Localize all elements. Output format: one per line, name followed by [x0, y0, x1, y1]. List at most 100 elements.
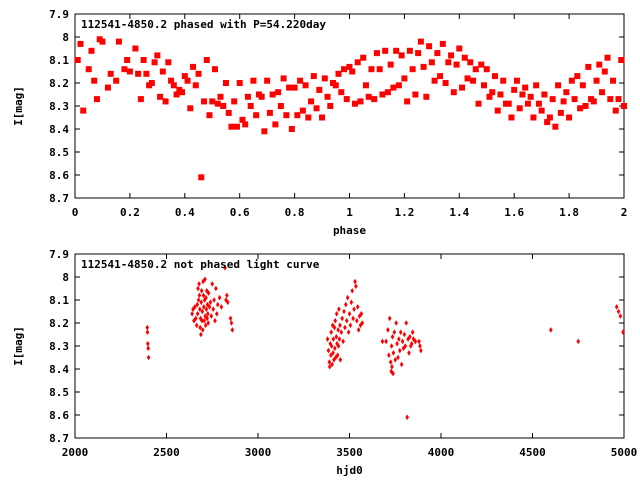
data-point	[335, 352, 340, 358]
data-point	[519, 91, 526, 98]
data-point	[339, 329, 344, 335]
data-point	[568, 77, 575, 84]
data-point	[145, 329, 150, 335]
data-point	[204, 294, 208, 301]
data-point	[419, 347, 423, 354]
data-point	[336, 327, 340, 333]
data-point	[607, 96, 614, 103]
data-point	[409, 340, 414, 347]
data-point	[412, 91, 419, 98]
data-point	[524, 100, 531, 107]
data-point	[467, 59, 474, 66]
data-point	[417, 38, 424, 45]
data-point	[214, 285, 218, 292]
data-point	[332, 82, 339, 89]
data-point	[349, 299, 354, 306]
data-point	[329, 352, 333, 358]
data-point	[614, 304, 619, 310]
data-point	[337, 336, 342, 342]
data-point	[386, 327, 390, 333]
data-point	[199, 331, 203, 338]
data-point	[286, 84, 293, 91]
data-point	[159, 68, 166, 75]
data-point	[200, 317, 204, 324]
x-axis: 0 0.2 0.4 0.6 0.8 1 1.2 1.4 1.6 1.8 2	[72, 14, 627, 219]
data-point	[497, 91, 504, 98]
data-point	[353, 278, 357, 285]
data-point	[418, 343, 422, 349]
data-point	[202, 304, 206, 310]
data-point	[544, 119, 551, 126]
data-point	[126, 68, 133, 75]
data-point	[198, 174, 205, 181]
data-point	[461, 54, 468, 61]
phased-light-curve-panel: 7.9 8 8.1 8.2 8.3 8.4 8.5 8.6 8.7 0 0.2 0.4 0.6 0.8 1…	[12, 8, 627, 237]
data-point	[439, 40, 446, 47]
x-tick-label: 5000	[611, 446, 638, 459]
data-point	[217, 294, 222, 301]
data-point	[305, 114, 312, 121]
data-point	[334, 311, 339, 317]
data-point	[302, 82, 309, 89]
x-axis: 2000 2500 3000 3500 4000 4500 5000	[62, 254, 638, 459]
data-point	[357, 98, 364, 105]
data-point	[335, 70, 342, 77]
data-point	[390, 84, 397, 91]
data-point	[343, 324, 347, 331]
data-point	[410, 329, 415, 335]
data-point	[472, 66, 479, 73]
data-point	[223, 265, 227, 271]
data-points	[74, 36, 627, 181]
data-point	[511, 86, 518, 93]
data-point	[77, 40, 84, 47]
x-tick-label: 0.6	[230, 206, 250, 219]
data-point	[409, 66, 416, 73]
data-point	[137, 96, 144, 103]
data-point	[310, 73, 317, 80]
data-point	[91, 77, 98, 84]
data-point	[209, 98, 216, 105]
y-axis-label: I[mag]	[12, 86, 25, 126]
data-point	[269, 91, 276, 98]
data-point	[275, 89, 282, 96]
data-point	[151, 59, 158, 66]
data-point	[354, 59, 361, 66]
data-point	[211, 66, 218, 73]
data-point	[181, 73, 188, 80]
data-point	[389, 368, 394, 375]
data-point	[341, 338, 345, 345]
data-point	[571, 96, 578, 103]
data-point	[242, 121, 249, 128]
data-point	[390, 363, 394, 370]
x-tick-label: 3000	[245, 446, 272, 459]
data-point	[415, 50, 422, 57]
data-point	[113, 77, 120, 84]
data-point	[148, 80, 155, 86]
data-point	[197, 281, 201, 287]
data-point	[334, 334, 339, 340]
data-point	[380, 338, 385, 345]
data-point	[338, 89, 345, 96]
data-point	[205, 315, 209, 322]
data-point	[195, 70, 202, 77]
data-point	[228, 315, 233, 322]
data-point	[360, 54, 367, 61]
data-point	[239, 116, 246, 123]
data-point	[250, 77, 257, 84]
data-point	[362, 82, 369, 89]
data-point	[590, 98, 597, 105]
data-point	[324, 93, 331, 100]
data-point	[566, 114, 573, 121]
data-point	[229, 320, 234, 326]
chart-title: 112541-4850.2 not phased light curve	[81, 258, 320, 271]
data-point	[132, 45, 139, 52]
data-point	[209, 313, 214, 319]
data-point	[351, 100, 358, 107]
data-point	[423, 93, 430, 100]
data-point	[445, 59, 452, 66]
y-tick-label: 8	[62, 271, 69, 284]
data-point	[563, 89, 570, 96]
data-point	[325, 336, 330, 342]
data-point	[145, 324, 150, 331]
